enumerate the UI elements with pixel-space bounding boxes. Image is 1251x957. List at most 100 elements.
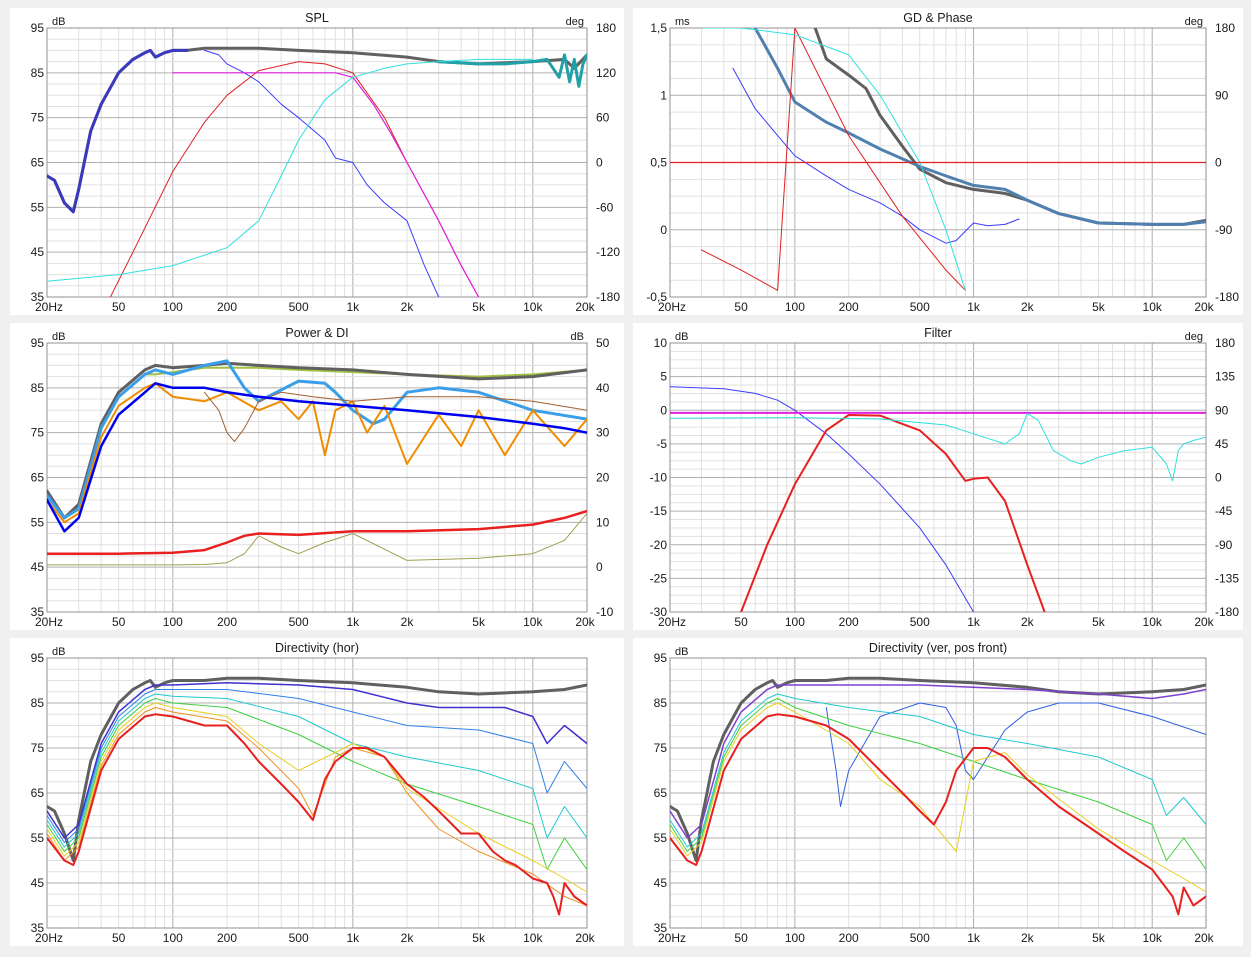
y-tick-label: -30 <box>650 605 668 619</box>
x-tick-label: 2k <box>401 615 415 629</box>
x-tick-label: 200 <box>217 300 237 314</box>
y-tick-label: -0,5 <box>646 290 667 304</box>
y2-tick-label: -135 <box>1215 571 1239 585</box>
y2-tick-label: 0 <box>596 156 603 170</box>
x-tick-label: 10k <box>1143 300 1163 314</box>
x-tick-label: 2k <box>1021 931 1035 945</box>
x-tick-label: 10k <box>523 615 543 629</box>
y-tick-label: 65 <box>31 156 45 170</box>
x-tick-label: 50 <box>112 300 126 314</box>
y2-tick-label: 90 <box>1215 88 1229 102</box>
series-line-0 <box>670 676 1206 862</box>
plot-frame <box>46 657 588 929</box>
y-tick-label: 65 <box>31 471 45 485</box>
x-tick-label: 100 <box>785 615 805 629</box>
y-tick-label: 85 <box>31 381 45 395</box>
series-line-4 <box>47 698 587 870</box>
x-tick-label: 20Hz <box>35 300 63 314</box>
y-tick-label: 5 <box>660 370 667 384</box>
x-tick-label: 2k <box>401 931 415 945</box>
chart-svg: SPL dB deg 95 85 75 65 55 45 35 180 120 60 0 -60 -120 -1… <box>31 11 621 314</box>
series-line-6 <box>47 509 587 555</box>
series-line-5 <box>172 72 480 297</box>
y-tick-label: 75 <box>654 741 668 755</box>
y2-tick-label: -90 <box>1215 538 1233 552</box>
directivity-ver-chart-panel: Directivity (ver, pos front) dB 95 85 75 65 55… <box>633 638 1243 946</box>
series-line-3 <box>204 49 440 297</box>
y-tick-label: 55 <box>31 515 45 529</box>
series-line-6 <box>47 58 534 282</box>
grid <box>669 657 1207 929</box>
x-tick-label: 1k <box>346 615 360 629</box>
y-tick-label: 75 <box>31 426 45 440</box>
x-tick-label: 50 <box>734 300 748 314</box>
y2-tick-label: 60 <box>596 111 610 125</box>
y2-tick-label: 40 <box>596 381 610 395</box>
y-tick-label: -25 <box>650 571 668 585</box>
y-tick-label: 85 <box>31 696 45 710</box>
y-tick-label: 45 <box>31 876 45 890</box>
y-tick-label: 45 <box>31 245 45 259</box>
x-tick-label: 2k <box>1021 300 1035 314</box>
y2-tick-label: 90 <box>1215 403 1229 417</box>
y-tick-label: 95 <box>31 336 45 350</box>
x-tick-label: 5k <box>472 300 486 314</box>
y-axis-label: ms <box>675 16 690 28</box>
series-line-1 <box>47 361 587 520</box>
y2-tick-label: 0 <box>1215 471 1222 485</box>
directivity-hor-chart-panel: Directivity (hor) dB 95 85 75 65 55 45 35 20Hz 50 1… <box>10 638 624 946</box>
x-tick-label: 20Hz <box>658 931 686 945</box>
y-tick-label: -10 <box>650 471 668 485</box>
series-line-0 <box>47 676 587 862</box>
x-tick-label: 5k <box>472 615 486 629</box>
y-axis-label: dB <box>52 331 65 343</box>
y-axis-label: dB <box>675 331 688 343</box>
grid <box>669 342 1207 613</box>
x-tick-label: 5k <box>472 931 486 945</box>
series-line-0 <box>813 28 1206 226</box>
y-tick-label: 85 <box>654 696 668 710</box>
y2-axis-label: deg <box>1185 16 1203 28</box>
series-line-4 <box>670 698 1206 870</box>
x-tick-label: 50 <box>734 615 748 629</box>
x-tick-label: 500 <box>910 931 930 945</box>
series-line-3 <box>670 413 1206 482</box>
y-tick-label: 35 <box>31 921 45 935</box>
series-line-6 <box>670 713 1206 916</box>
series-line-2 <box>825 702 1206 807</box>
chart-title: Power & DI <box>285 326 348 340</box>
series-line-5 <box>670 702 1206 893</box>
grid <box>46 657 588 929</box>
y2-tick-label: -90 <box>1215 223 1233 237</box>
x-tick-label: 200 <box>217 931 237 945</box>
chart-title: Directivity (hor) <box>275 641 359 655</box>
y-tick-label: 65 <box>31 786 45 800</box>
series-line-1 <box>753 28 1206 226</box>
series-line-7 <box>47 713 587 916</box>
x-tick-label: 20k <box>1194 300 1214 314</box>
y-tick-label: 35 <box>31 290 45 304</box>
y2-axis-label: deg <box>566 16 584 28</box>
chart-title: Directivity (ver, pos front) <box>869 641 1007 655</box>
x-tick-label: 20k <box>1194 931 1214 945</box>
chart-svg: Directivity (ver, pos front) dB 95 85 75 65 55… <box>654 641 1215 945</box>
x-tick-label: 1k <box>967 300 981 314</box>
chart-title: SPL <box>305 11 329 25</box>
x-tick-label: 100 <box>163 300 183 314</box>
y-axis-label: dB <box>52 646 65 658</box>
power-di-chart-panel: Power & DI dB dB 95 85 75 65 55 45 35 50 40 30 20 10 0-… <box>10 323 624 630</box>
x-tick-label: 20k <box>575 931 595 945</box>
y-tick-label: 0 <box>660 403 667 417</box>
x-tick-label: 20k <box>1194 615 1214 629</box>
title-bar-fragment <box>428 0 500 13</box>
y-tick-label: 35 <box>31 605 45 619</box>
x-tick-label: 20Hz <box>658 300 686 314</box>
x-tick-label: 1k <box>346 300 360 314</box>
x-tick-label: 20Hz <box>35 931 63 945</box>
y-axis-label: dB <box>675 646 688 658</box>
x-tick-label: 200 <box>839 615 859 629</box>
series-line-7 <box>47 512 587 566</box>
x-tick-label: 500 <box>910 300 930 314</box>
